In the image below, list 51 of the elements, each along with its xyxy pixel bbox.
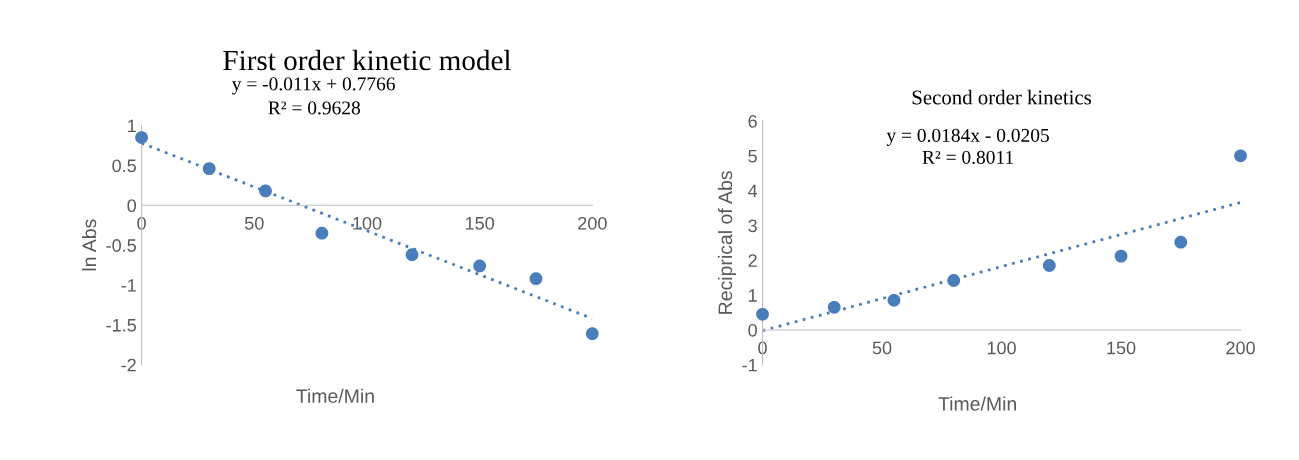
text: R² = 0.9628 [268, 101, 361, 115]
point [1042, 259, 1056, 272]
y-tick-label: -1.5 [106, 319, 136, 332]
point [315, 226, 329, 240]
point [473, 259, 487, 273]
y-tick-label: -1 [121, 279, 136, 292]
y-tick-label: 1 [128, 119, 136, 133]
point [405, 248, 419, 262]
y-tick-label: -0.5 [106, 239, 136, 252]
y-tick-label: 5 [748, 149, 757, 163]
annotation: y = 0.0184x - 0.0205 [886, 128, 1049, 146]
point [202, 162, 216, 176]
y-tick-label: 1 [748, 289, 757, 302]
y-tick-label: 6 [748, 114, 757, 128]
y-tick-label: 3 [748, 219, 757, 233]
point [756, 307, 769, 321]
y-tick-label: 0 [127, 199, 137, 213]
point [947, 274, 961, 287]
x-tick-label: 100 [987, 341, 1016, 355]
point [1114, 249, 1128, 263]
point [529, 272, 543, 286]
x-tick-label: 150 [465, 216, 495, 230]
point [1234, 149, 1247, 163]
y-tick-label: -1 [742, 358, 757, 372]
point [135, 131, 148, 144]
x-tick-label: 0 [137, 216, 146, 230]
y-tick-label: -2 [121, 358, 136, 372]
point [1174, 235, 1188, 249]
x-tick-label: 50 [872, 341, 892, 355]
x-tick-label: 0 [758, 341, 767, 355]
x-tick-label: 200 [1226, 341, 1255, 355]
y-tick-label: 0 [748, 323, 757, 337]
x-tick-label: 150 [1107, 341, 1136, 355]
y-tick-label: 0.5 [112, 159, 136, 173]
x-tick-label: 100 [353, 216, 382, 230]
text: y = -0.011x + 0.7766 [231, 77, 395, 95]
y-axis-title: ln Abs [81, 219, 97, 271]
y-tick-label: 2 [748, 254, 757, 267]
chart-title: Second order kinetics [912, 89, 1092, 105]
point [827, 300, 841, 314]
point [259, 184, 272, 198]
x-tick-label: 50 [244, 216, 264, 230]
annotation: R² = 0.8011 [922, 150, 1014, 165]
x-axis-title: Time/Min [296, 388, 374, 403]
y-tick-label: 4 [748, 184, 758, 198]
chart-title: First order kinetic model [223, 49, 511, 71]
y-axis-title: Reciprical of Abs [717, 171, 737, 314]
point [887, 293, 901, 307]
x-axis-title: Time/Min [938, 396, 1016, 411]
point [585, 327, 599, 341]
x-tick-label: 200 [578, 216, 607, 230]
